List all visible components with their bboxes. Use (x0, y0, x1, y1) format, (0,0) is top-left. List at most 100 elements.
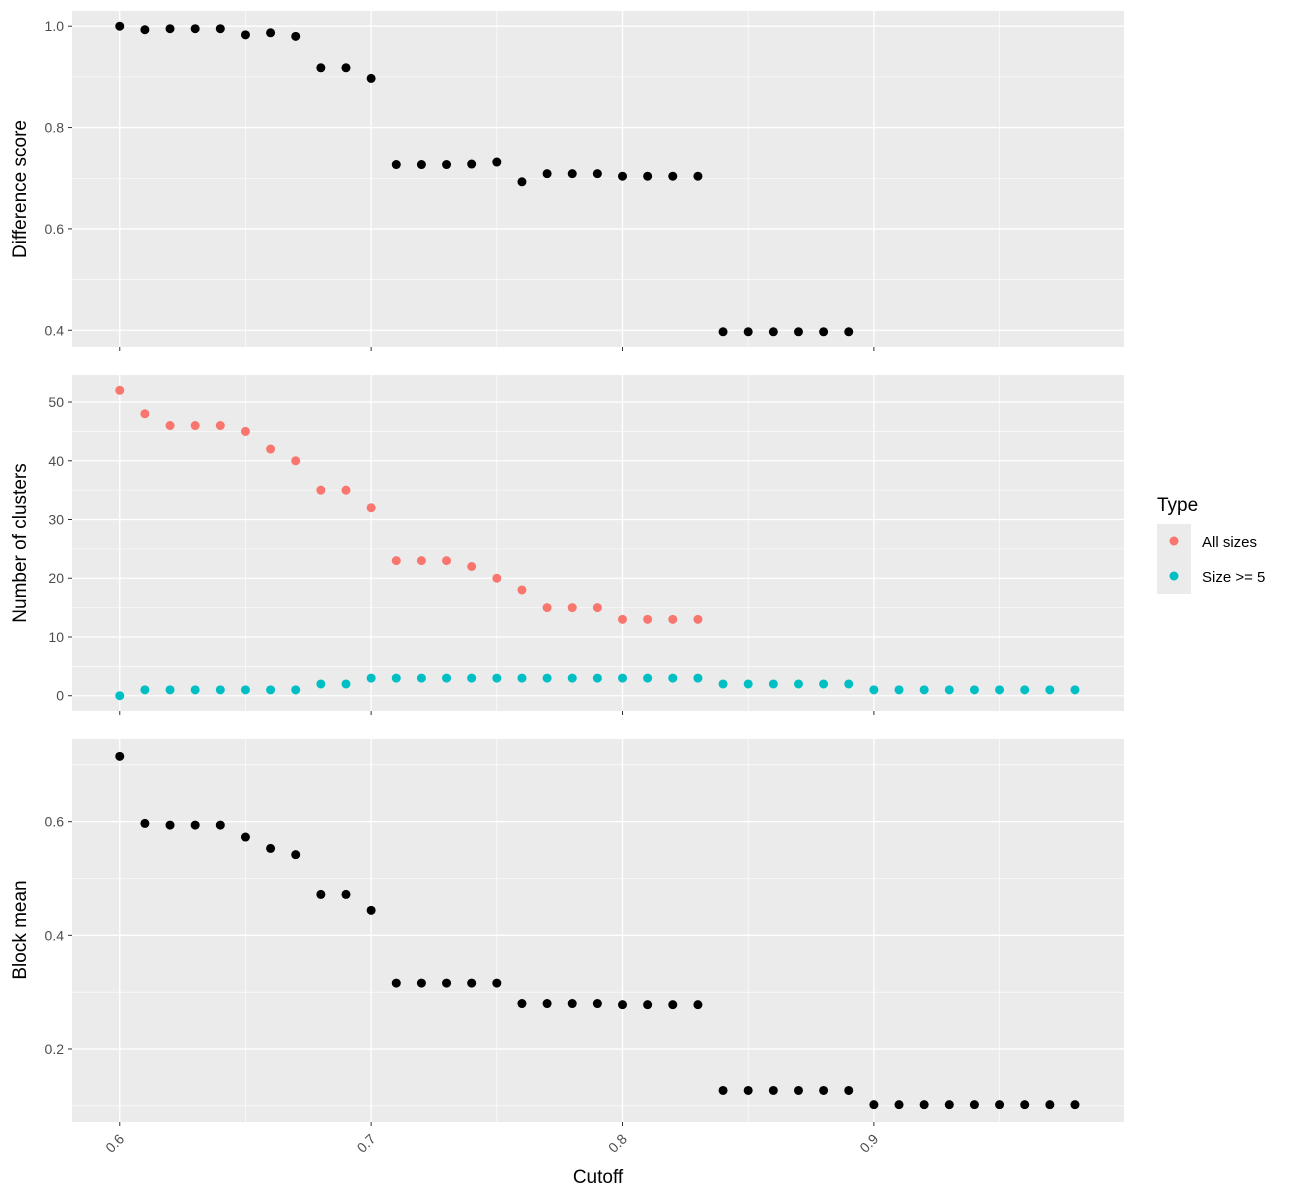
data-point (467, 561, 477, 571)
data-point (266, 843, 276, 853)
data-point (416, 978, 426, 988)
y-tick-label: 0.8 (45, 120, 65, 136)
data-point (266, 444, 276, 454)
data-point (793, 327, 803, 337)
data-point (1070, 1100, 1080, 1110)
data-point (567, 603, 577, 613)
data-point (266, 685, 276, 695)
data-point (467, 673, 477, 683)
data-point (517, 177, 527, 187)
data-point (140, 818, 150, 828)
data-point (618, 673, 628, 683)
data-point (969, 685, 979, 695)
data-point (944, 685, 954, 695)
data-point (190, 820, 200, 830)
data-point (542, 169, 552, 179)
panel-1: 0.4 0.6 0.8 1.0 Difference score (10, 11, 1124, 351)
data-point (1070, 685, 1080, 695)
panel-background (72, 739, 1124, 1122)
data-point (517, 673, 527, 683)
data-point (643, 614, 653, 624)
data-point (743, 679, 753, 689)
data-point (165, 820, 175, 830)
data-point (592, 603, 602, 613)
data-point (693, 673, 703, 683)
data-point (643, 1000, 653, 1010)
data-point (592, 673, 602, 683)
data-point (542, 999, 552, 1009)
y-tick-label: 30 (48, 512, 64, 528)
data-point (291, 850, 301, 860)
data-point (944, 1100, 954, 1110)
data-point (140, 25, 150, 35)
y-tick-label: 10 (48, 629, 64, 645)
data-point (140, 685, 150, 695)
data-point (416, 556, 426, 566)
data-point (291, 456, 301, 466)
panel-background (72, 11, 1124, 347)
y-axis-title: Difference score (10, 120, 31, 258)
y-tick-label: 0.6 (45, 814, 65, 830)
series-size-5 (115, 673, 1080, 701)
data-point (793, 1085, 803, 1095)
panel-3: 0.2 0.4 0.6 Block mean (10, 739, 1124, 1126)
data-point (366, 503, 376, 513)
y-axis-title: Number of clusters (10, 463, 31, 622)
data-point (391, 160, 401, 170)
data-point (492, 157, 502, 167)
data-point (492, 573, 502, 583)
data-point (618, 1000, 628, 1010)
data-point (316, 485, 326, 495)
data-point (1020, 1100, 1030, 1110)
data-point (894, 1100, 904, 1110)
data-point (542, 603, 552, 613)
data-point (240, 685, 250, 695)
data-point (819, 1085, 829, 1095)
data-point (693, 614, 703, 624)
data-point (140, 409, 150, 419)
data-point (844, 679, 854, 689)
data-point (668, 1000, 678, 1010)
y-axis-title: Block mean (10, 880, 31, 979)
data-point (165, 421, 175, 431)
legend-key-all-sizes (1169, 536, 1179, 546)
data-point (567, 673, 577, 683)
data-point (467, 159, 477, 169)
data-point (542, 673, 552, 683)
data-point (240, 426, 250, 436)
data-point (995, 1100, 1005, 1110)
data-point (668, 673, 678, 683)
series-panel-1-points (115, 21, 854, 337)
legend: Type All sizes Size >= 5 (1157, 495, 1265, 594)
data-point (391, 556, 401, 566)
y-tick-label: 40 (48, 453, 64, 469)
series-all-sizes (115, 385, 703, 624)
data-point (819, 327, 829, 337)
data-point (718, 1085, 728, 1095)
data-point (115, 691, 125, 701)
data-point (567, 169, 577, 179)
data-point (995, 685, 1005, 695)
y-tick-label: 20 (48, 570, 64, 586)
data-point (618, 614, 628, 624)
data-point (693, 1000, 703, 1010)
data-point (492, 673, 502, 683)
data-point (291, 31, 301, 41)
data-point (517, 999, 527, 1009)
data-point (919, 1100, 929, 1110)
data-point (190, 421, 200, 431)
data-point (643, 673, 653, 683)
data-point (115, 385, 125, 395)
data-point (592, 999, 602, 1009)
data-point (366, 673, 376, 683)
x-tick-label: 0.8 (605, 1131, 630, 1156)
data-point (869, 1100, 879, 1110)
data-point (165, 685, 175, 695)
data-point (291, 685, 301, 695)
data-point (341, 63, 351, 73)
y-tick-label: 0 (56, 688, 64, 704)
data-point (115, 751, 125, 761)
data-point (844, 327, 854, 337)
data-point (668, 171, 678, 181)
